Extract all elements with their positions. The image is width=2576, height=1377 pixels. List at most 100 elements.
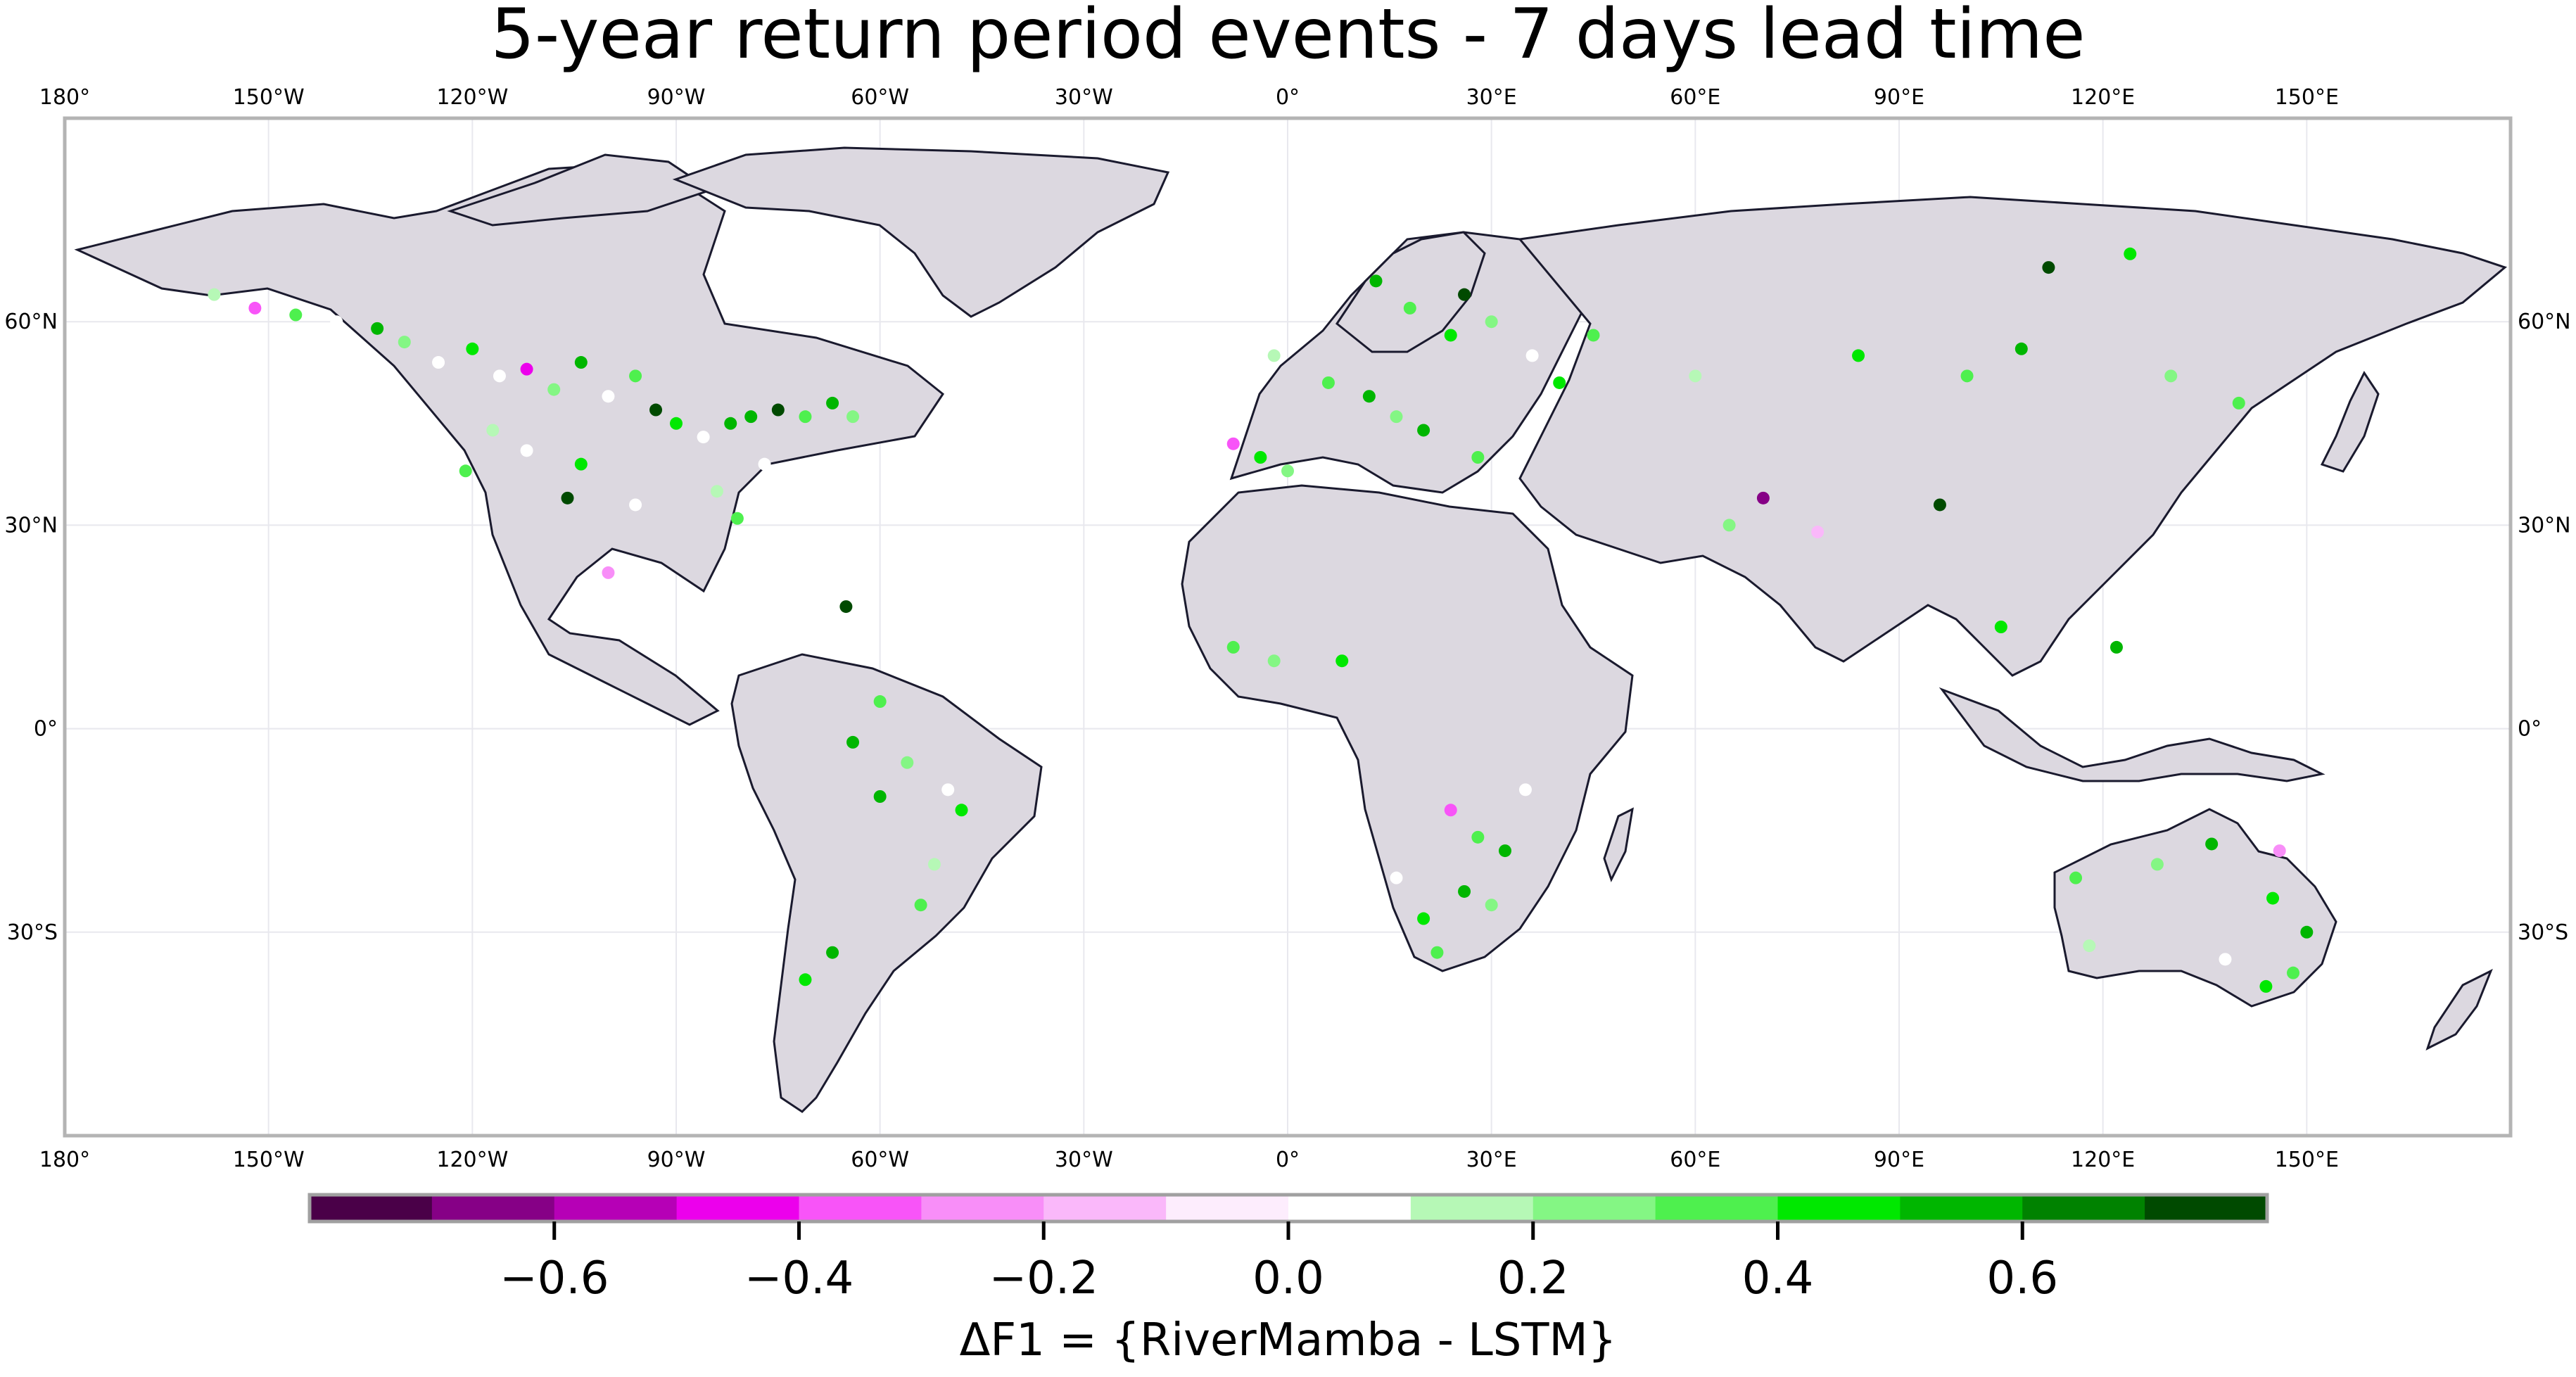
event-point: [901, 756, 914, 769]
event-point: [520, 444, 533, 457]
colorbar-tick-label: 0.2: [1497, 1252, 1569, 1305]
landmass-new-zealand: [2425, 968, 2493, 1051]
event-point: [1186, 661, 1199, 674]
event-point: [826, 946, 839, 959]
colorbar: −0.6 −0.4 −0.2 0.0 0.2 0.4 0.6: [307, 1193, 2269, 1305]
event-point: [1587, 329, 1600, 342]
event-point: [1933, 498, 1946, 512]
lon-tick-label-bottom: 0°: [1276, 1148, 1300, 1172]
event-point: [2069, 871, 2083, 884]
colorbar-segment: [2022, 1195, 2145, 1221]
event-point: [371, 322, 384, 335]
event-point: [1471, 830, 1485, 844]
event-point: [248, 301, 262, 315]
colorbar-segment: [1777, 1195, 1901, 1221]
event-point: [629, 498, 642, 512]
event-point: [710, 485, 723, 498]
event-point: [1444, 804, 1457, 817]
lon-tick-label-top: 120°E: [2071, 85, 2135, 110]
event-point: [2205, 837, 2219, 851]
lon-tick-label-bottom: 90°E: [1874, 1148, 1924, 1172]
event-point: [955, 804, 968, 817]
colorbar-segment: [554, 1195, 678, 1221]
event-point: [758, 457, 771, 471]
event-point: [1226, 640, 1240, 654]
lon-tick-label-top: 120°W: [436, 85, 508, 110]
event-point: [1321, 376, 1335, 389]
lon-tick-label-top: 180°: [39, 85, 90, 110]
event-point: [2287, 966, 2300, 979]
event-point: [1281, 464, 1294, 478]
landmass-greenland: [672, 146, 1170, 318]
colorbar-tick-label: 0.6: [1986, 1252, 2058, 1305]
lon-tick-label-top: 150°E: [2275, 85, 2339, 110]
event-point: [1267, 654, 1281, 668]
event-point: [1369, 274, 1383, 288]
event-point: [724, 417, 737, 430]
event-point: [1498, 844, 1511, 858]
colorbar-tick-label: −0.4: [744, 1252, 854, 1305]
event-point: [330, 315, 343, 329]
event-point: [2042, 261, 2055, 274]
event-point: [2266, 891, 2280, 905]
lat-tick-label-left: 60°N: [4, 310, 58, 334]
event-point: [1009, 851, 1022, 864]
event-point: [2259, 979, 2273, 993]
colorbar-tick-label: 0.0: [1252, 1252, 1324, 1305]
event-point: [1518, 783, 1532, 797]
landmass-asia: [1518, 196, 2508, 677]
event-point: [2109, 640, 2123, 654]
colorbar-segment: [1043, 1195, 1167, 1221]
colorbar-segment: [1288, 1195, 1411, 1221]
event-point: [561, 491, 574, 505]
event-point: [1458, 884, 1471, 898]
event-point: [670, 417, 683, 430]
lon-tick-label-bottom: 30°E: [1466, 1148, 1517, 1172]
lat-tick-label-right: 30°N: [2518, 513, 2571, 538]
event-point: [2300, 925, 2314, 939]
event-point: [1485, 899, 1498, 912]
lat-tick-label-left: 30°S: [7, 920, 58, 945]
lat-tick-label-left: 30°N: [4, 513, 58, 538]
colorbar-segment: [921, 1195, 1044, 1221]
event-point: [730, 512, 744, 525]
landmass-madagascar: [1603, 807, 1634, 882]
lon-tick-label-bottom: 180°: [39, 1148, 90, 1172]
event-point: [846, 735, 860, 749]
event-point: [602, 566, 615, 579]
event-point: [1722, 519, 1736, 532]
colorbar-segment: [1166, 1195, 1289, 1221]
event-points: [208, 247, 2314, 993]
lon-tick-label-bottom: 60°E: [1670, 1148, 1720, 1172]
event-point: [2124, 247, 2137, 260]
event-point: [1254, 451, 1267, 464]
event-point: [1362, 390, 1376, 403]
lon-tick-label-bottom: 30°W: [1055, 1148, 1113, 1172]
event-point: [873, 790, 887, 803]
event-point: [846, 410, 860, 424]
event-point: [873, 695, 887, 709]
event-point: [2015, 342, 2028, 355]
map-frame: [63, 116, 2513, 1138]
lon-tick-label-bottom: 60°W: [851, 1148, 909, 1172]
lat-tick-label-right: 30°S: [2518, 920, 2568, 945]
event-point: [744, 410, 758, 424]
colorbar-segment: [1533, 1195, 1656, 1221]
chart-title: 5-year return period events - 7 days lea…: [490, 0, 2086, 75]
landmass-australia: [2053, 808, 2337, 1008]
event-point: [1852, 349, 1865, 362]
event-point: [1417, 424, 1430, 437]
lon-tick-label-top: 0°: [1276, 85, 1300, 110]
colorbar-segment: [1900, 1195, 2023, 1221]
event-point: [432, 356, 445, 369]
event-point: [1485, 315, 1498, 329]
landmass-north-america: [74, 164, 945, 726]
colorbar-tick-label: −0.6: [500, 1252, 609, 1305]
event-point: [1811, 526, 1825, 539]
colorbar-tick-label: −0.2: [989, 1252, 1098, 1305]
event-point: [697, 431, 710, 444]
lon-tick-label-top: 90°W: [647, 85, 706, 110]
event-point: [771, 403, 785, 417]
event-point: [1403, 301, 1416, 315]
event-point: [398, 336, 411, 349]
